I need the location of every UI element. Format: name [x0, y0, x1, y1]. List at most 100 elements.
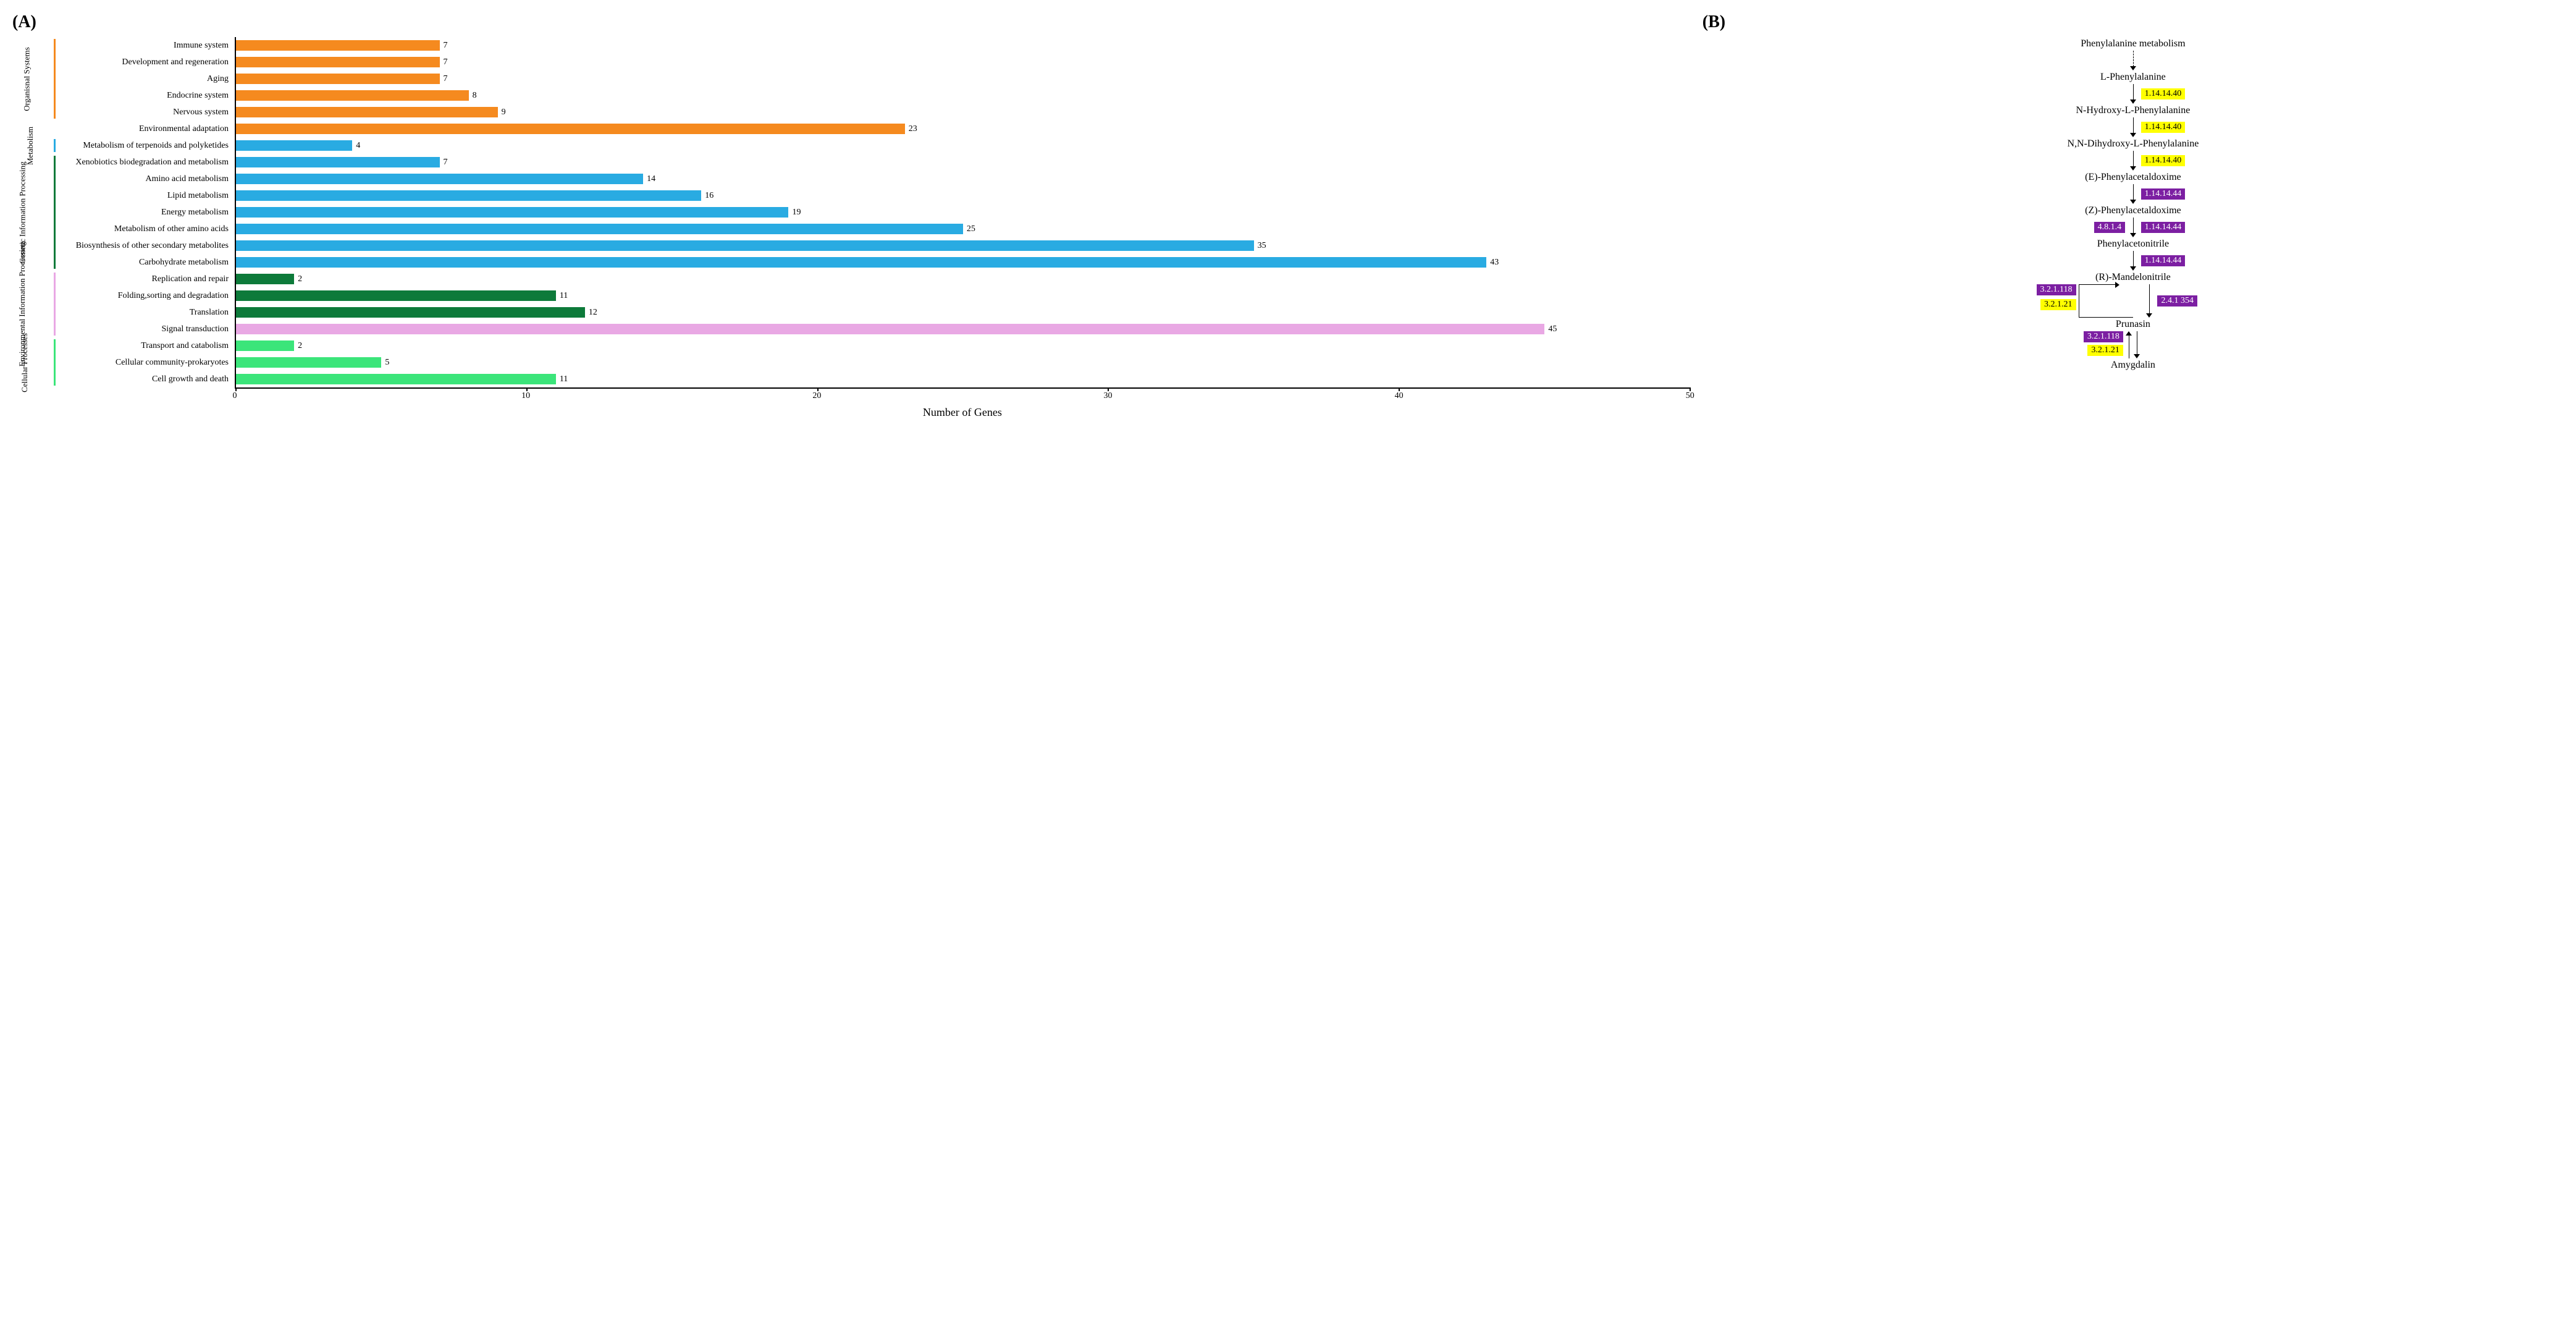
- bar-value: 23: [909, 124, 917, 134]
- bar: [236, 357, 381, 367]
- enzyme-ec-box: 3.2.1.118: [2037, 284, 2076, 295]
- bar-value: 7: [444, 57, 448, 67]
- pathway-arrow: [2084, 51, 2182, 70]
- group-bracket: Cellular Processes: [12, 337, 56, 387]
- bar: [236, 207, 788, 217]
- bar-row: 35: [236, 237, 1690, 254]
- pathway-arrow: 1.14.14.44: [2084, 251, 2182, 271]
- bar-label: Carbohydrate metabolism: [56, 254, 235, 271]
- bar-row: 23: [236, 121, 1690, 137]
- bar-label: Replication and repair: [56, 271, 235, 287]
- group-bracket: Organisnal Systems: [12, 37, 56, 121]
- bar-row: 4: [236, 137, 1690, 154]
- bar-row: 8: [236, 87, 1690, 104]
- enzyme-ec-box: 1.14.14.44: [2141, 255, 2186, 266]
- bar-label: Cellular community-prokaryotes: [56, 354, 235, 371]
- bar-label: Amino acid metabolism: [56, 171, 235, 187]
- x-tick: 0: [233, 391, 237, 401]
- bar: [236, 240, 1254, 250]
- bar-value: 5: [385, 358, 389, 368]
- pathway-compound: N-Hydroxy-L-Phenylalanine: [2076, 105, 2190, 116]
- pathway-compound: Phenylacetonitrile: [2097, 239, 2169, 250]
- bar-row: 14: [236, 171, 1690, 187]
- enzyme-ec-box: 3.2.1.21: [2087, 345, 2123, 356]
- bar-label: Immune system: [56, 37, 235, 54]
- bar-plot-area: 77789234714161925354321112452511: [235, 37, 1690, 389]
- bar-label: Aging: [56, 70, 235, 87]
- bar-value: 11: [560, 374, 568, 384]
- pathway-arrow: 4.8.1.41.14.14.44: [2084, 218, 2182, 237]
- panel-a-label: (A): [12, 12, 1690, 32]
- bar-label: Metabolism of terpenoids and polyketides: [56, 137, 235, 154]
- bar-label: Energy metabolism: [56, 204, 235, 221]
- bar-label: Endocrine system: [56, 87, 235, 104]
- bar-value: 25: [967, 224, 975, 234]
- bar-value: 11: [560, 291, 568, 301]
- bar-value: 2: [298, 274, 302, 284]
- bar-row: 7: [236, 154, 1690, 171]
- bar-label: Translation: [56, 304, 235, 321]
- group-label: Cellular Processes: [20, 333, 30, 392]
- pathway-diagram: Phenylalanine metabolismL-Phenylalanine1…: [1703, 37, 2564, 372]
- bar: [236, 190, 701, 200]
- panel-b: (B) Phenylalanine metabolismL-Phenylalan…: [1696, 12, 2564, 419]
- bar-label: Transport and catabolism: [56, 337, 235, 354]
- bar-row: 2: [236, 271, 1690, 287]
- enzyme-ec-box: 1.14.14.40: [2141, 88, 2186, 99]
- bar-value: 9: [502, 108, 506, 117]
- group-label: Organisnal Systems: [22, 47, 32, 111]
- enzyme-ec-box: 1.14.14.40: [2141, 122, 2186, 133]
- bar-label: Signal transduction: [56, 321, 235, 337]
- pathway-compound: L-Phenylalanine: [2100, 72, 2166, 83]
- bar-label: Metabolism of other amino acids: [56, 221, 235, 237]
- bar-row: 25: [236, 221, 1690, 237]
- bar: [236, 174, 643, 184]
- enzyme-ec-box: 1.14.14.44: [2141, 188, 2186, 200]
- group-brackets-column: Organisnal SystemsMetabolismGenetic Info…: [12, 37, 56, 387]
- bar-row: 2: [236, 337, 1690, 354]
- x-tick: 20: [812, 391, 821, 401]
- bar-row: 9: [236, 104, 1690, 121]
- bar-value: 7: [444, 158, 448, 167]
- x-tick: 50: [1686, 391, 1694, 401]
- bar-value: 2: [298, 341, 302, 351]
- pathway-arrow: 1.14.14.44: [2084, 184, 2182, 204]
- bar-label: Lipid metabolism: [56, 187, 235, 204]
- bar: [236, 107, 498, 117]
- bar-label: Nervous system: [56, 104, 235, 121]
- bar-value: 8: [473, 91, 477, 101]
- bar-value: 35: [1258, 241, 1266, 251]
- bar: [236, 324, 1544, 334]
- bar-label: Environmental adaptation: [56, 121, 235, 137]
- bar-label: Biosynthesis of other secondary metaboli…: [56, 237, 235, 254]
- bar-label: Folding,sorting and degradation: [56, 287, 235, 304]
- group-bracket: Metabolism: [12, 137, 56, 154]
- pathway-double-arrow: 3.2.1.118 3.2.1.21: [2084, 331, 2182, 358]
- x-tick: 40: [1395, 391, 1404, 401]
- enzyme-ec-box: 3.2.1.118: [2084, 331, 2123, 342]
- bar-row: 5: [236, 354, 1690, 371]
- bar-value: 7: [444, 74, 448, 84]
- bar-value: 4: [356, 141, 360, 151]
- pathway-compound: (E)-Phenylacetaldoxime: [2085, 172, 2181, 183]
- pathway-branch: 2.4.1 3543.2.1.1183.2.1.21: [2065, 284, 2201, 318]
- bar-row: 7: [236, 54, 1690, 70]
- bar: [236, 57, 440, 67]
- pathway-compound: Prunasin: [2116, 319, 2150, 330]
- bar-value: 14: [647, 174, 655, 184]
- bar: [236, 257, 1486, 267]
- bar-value: 7: [444, 41, 448, 51]
- x-axis-title: Number of Genes: [235, 406, 1690, 419]
- bar: [236, 374, 556, 384]
- bar-row: 11: [236, 287, 1690, 304]
- panel-a: (A) Organisnal SystemsMetabolismGenetic …: [12, 12, 1696, 419]
- bar: [236, 74, 440, 83]
- figure-root: (A) Organisnal SystemsMetabolismGenetic …: [12, 12, 2564, 419]
- pathway-compound: N,N-Dihydroxy-L-Phenylalanine: [2067, 138, 2199, 150]
- bar: [236, 307, 585, 317]
- bar: [236, 157, 440, 167]
- bar: [236, 340, 294, 350]
- enzyme-ec-box: 2.4.1 354: [2157, 295, 2197, 307]
- bar-row: 7: [236, 37, 1690, 54]
- x-tick: 30: [1103, 391, 1112, 401]
